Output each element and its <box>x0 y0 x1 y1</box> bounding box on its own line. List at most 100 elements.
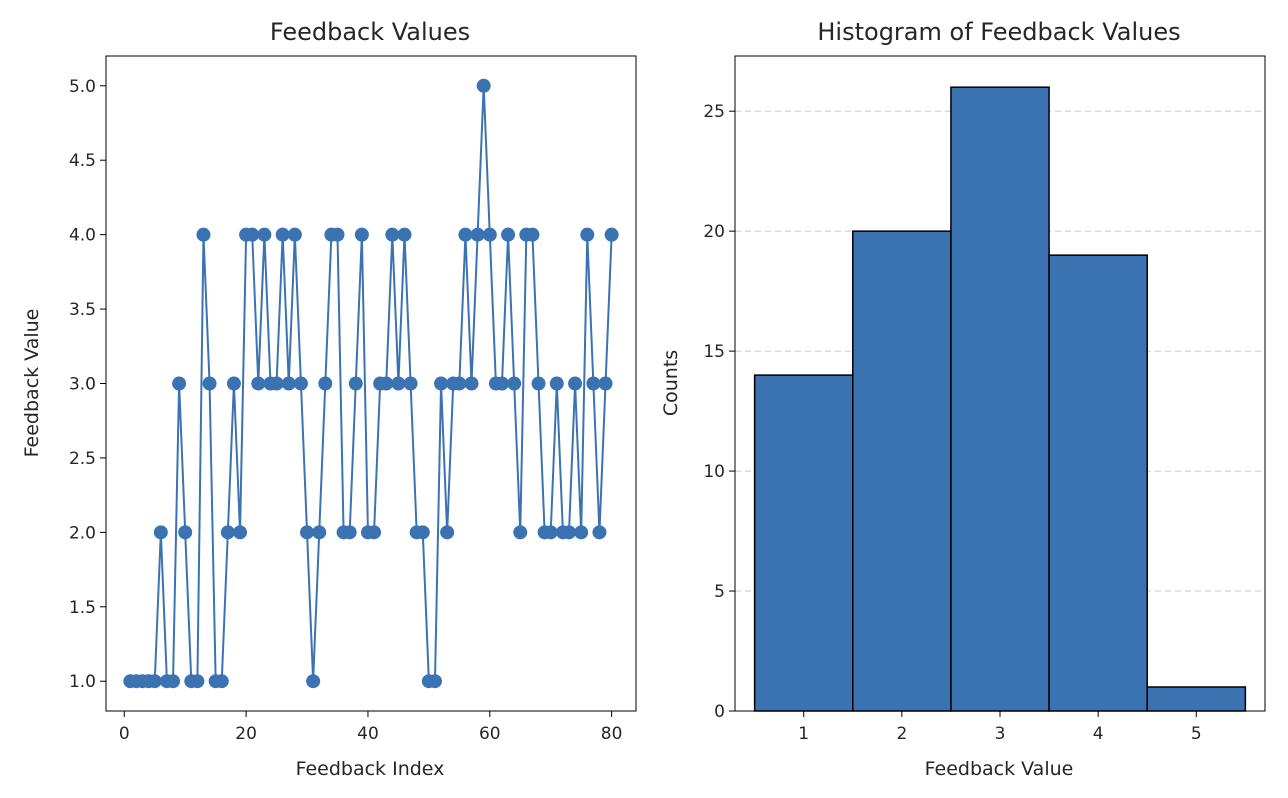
line-chart-data-point <box>214 674 229 689</box>
line-chart-data-point <box>561 525 576 540</box>
histogram-x-tick-label: 4 <box>1093 724 1104 744</box>
line-chart-data-point <box>440 525 455 540</box>
histogram-bar <box>950 86 1050 712</box>
line-chart-data-point <box>604 227 619 242</box>
line-chart-x-ticks: 0 20 40 60 80 <box>119 711 623 744</box>
line-chart-data-point <box>166 674 181 689</box>
line-chart-y-tick-label: 4.0 <box>69 226 96 246</box>
histogram-y-tick-label: 25 <box>703 102 725 122</box>
line-chart-plot-frame <box>105 55 637 712</box>
line-chart-x-axis-label: Feedback Index <box>296 758 445 780</box>
line-chart-x-tick-label: 0 <box>119 724 130 744</box>
line-chart-data-point <box>494 376 509 391</box>
line-chart-y-tick-label: 4.5 <box>69 151 96 171</box>
line-chart-data-point <box>178 525 193 540</box>
line-chart-x-tick-label: 40 <box>357 724 379 744</box>
line-chart-points <box>123 78 619 689</box>
line-chart-data-point <box>226 376 241 391</box>
histogram-title: Histogram of Feedback Values <box>817 18 1180 46</box>
line-chart-x-tick-label: 60 <box>479 724 501 744</box>
line-chart-data-point <box>275 227 290 242</box>
histogram-x-tick-label: 2 <box>896 724 907 744</box>
line-chart-data-point <box>257 227 272 242</box>
line-chart-data-point <box>287 227 302 242</box>
line-chart-data-point <box>568 376 583 391</box>
line-chart-data-point <box>269 376 284 391</box>
line-chart-data-point <box>574 525 589 540</box>
histogram-y-ticks: 0 5 10 15 20 25 <box>703 102 735 722</box>
line-chart-y-tick-label: 2.5 <box>69 449 96 469</box>
line-chart-y-ticks: 1.0 1.5 2.0 2.5 3.0 3.5 4.0 4.5 5.0 <box>69 77 106 692</box>
line-chart-x-tick-label: 80 <box>601 724 623 744</box>
line-chart-data-point <box>342 525 357 540</box>
line-chart-data-point <box>391 376 406 391</box>
line-chart-data-point <box>458 227 473 242</box>
histogram-y-tick-label: 10 <box>703 462 725 482</box>
line-chart-data-point <box>415 525 430 540</box>
histogram-y-axis-label: Counts <box>660 350 682 416</box>
line-chart-data-point <box>306 674 321 689</box>
line-chart-data-point <box>470 227 485 242</box>
line-chart-data-point <box>153 525 168 540</box>
line-chart-y-tick-label: 2.0 <box>69 523 96 543</box>
line-chart-data-point <box>367 525 382 540</box>
line-chart-data-point <box>543 525 558 540</box>
line-chart-data-point <box>586 376 601 391</box>
histogram-x-tick-label: 5 <box>1191 724 1202 744</box>
line-chart-data-point <box>147 674 162 689</box>
line-chart-data-point <box>476 78 491 93</box>
histogram-bar <box>753 374 854 712</box>
line-chart-data-point <box>592 525 607 540</box>
line-chart-data-point <box>598 376 613 391</box>
line-chart-data-point <box>190 674 205 689</box>
line-chart-data-point <box>507 376 522 391</box>
histogram-y-tick-label: 5 <box>714 582 725 602</box>
histogram-x-tick-label: 3 <box>995 724 1006 744</box>
line-chart-data-point <box>434 376 449 391</box>
line-chart-data-point <box>300 525 315 540</box>
line-chart-data-point <box>233 525 248 540</box>
line-chart-data-point <box>330 227 345 242</box>
line-chart-data-point <box>580 227 595 242</box>
line-chart-data-point <box>397 227 412 242</box>
line-chart-y-tick-label: 3.5 <box>69 300 96 320</box>
line-chart-y-tick-label: 1.0 <box>69 672 96 692</box>
histogram-y-tick-label: 20 <box>703 222 725 242</box>
line-chart-data-point <box>385 227 400 242</box>
line-chart-y-tick-label: 1.5 <box>69 598 96 618</box>
line-chart-data-point <box>513 525 528 540</box>
line-chart-data-point <box>403 376 418 391</box>
line-chart-data-point <box>293 376 308 391</box>
histogram-chart: Histogram of Feedback Values Feedback Va… <box>660 18 1266 780</box>
line-chart-data-point <box>196 227 211 242</box>
histogram-bar <box>1048 254 1148 712</box>
histogram-y-tick-label: 0 <box>714 702 725 722</box>
histogram-y-tick-label: 15 <box>703 342 725 362</box>
histogram-bar <box>1146 686 1247 712</box>
line-chart-data-point <box>245 227 260 242</box>
line-chart-data-point <box>220 525 235 540</box>
line-chart: Feedback Values Feedback Index Feedback … <box>21 18 637 780</box>
line-chart-data-point <box>464 376 479 391</box>
line-chart-data-point <box>281 376 296 391</box>
histogram-bar <box>852 230 952 712</box>
line-chart-data-point <box>525 227 540 242</box>
line-chart-data-point <box>427 674 442 689</box>
line-chart-data-point <box>312 525 327 540</box>
line-chart-title: Feedback Values <box>270 18 470 46</box>
line-chart-data-point <box>549 376 564 391</box>
line-chart-data-point <box>172 376 187 391</box>
histogram-x-tick-label: 1 <box>798 724 809 744</box>
line-chart-y-tick-label: 3.0 <box>69 375 96 395</box>
line-chart-data-point <box>318 376 333 391</box>
line-chart-x-tick-label: 20 <box>235 724 257 744</box>
line-chart-y-tick-label: 5.0 <box>69 77 96 97</box>
line-chart-data-point <box>251 376 266 391</box>
histogram-x-ticks: 1 2 3 4 5 <box>798 711 1202 744</box>
histogram-plot-frame <box>734 55 1266 712</box>
line-chart-data-point <box>348 376 363 391</box>
histogram-bars <box>753 86 1247 712</box>
line-chart-data-point <box>501 227 516 242</box>
line-chart-data-point <box>379 376 394 391</box>
